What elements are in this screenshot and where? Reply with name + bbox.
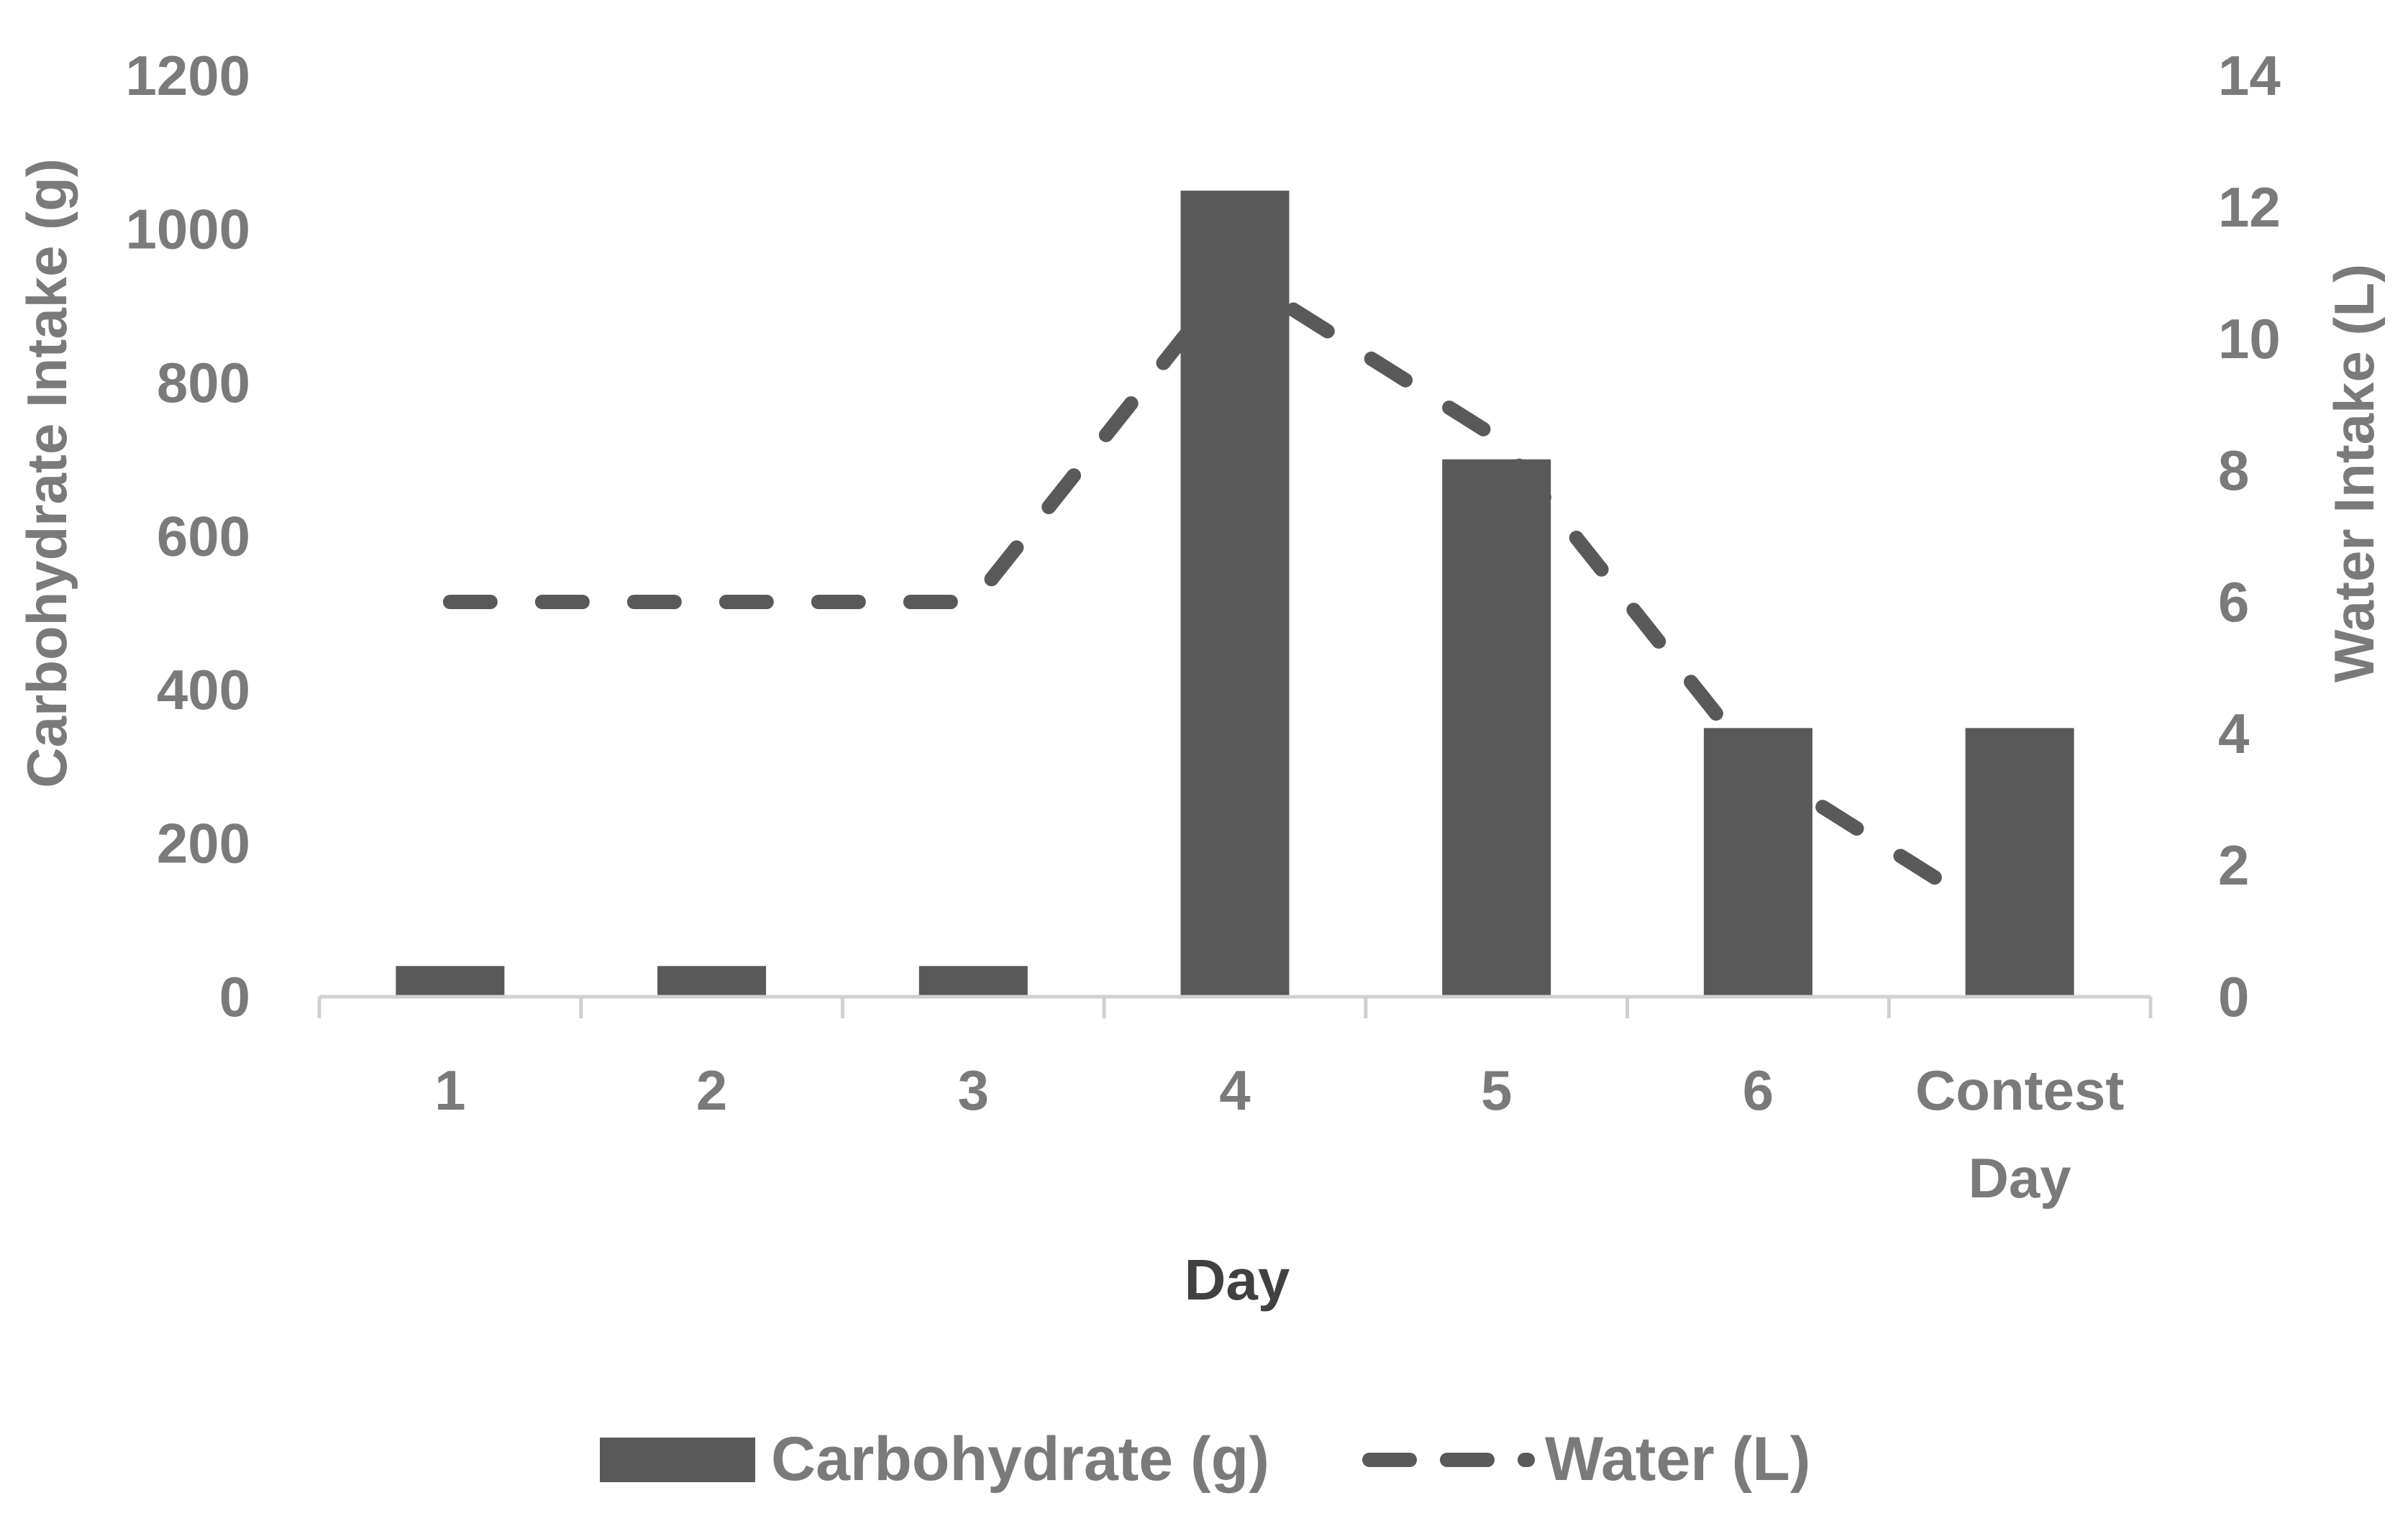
y-tick-label: 200 — [157, 812, 250, 875]
axes-layer — [317, 995, 2153, 1018]
line-layer — [442, 265, 2028, 938]
water-point-5 — [1496, 437, 1497, 438]
x-tick-label: 5 — [1481, 1059, 1512, 1122]
y-tick-label: 400 — [157, 658, 250, 721]
y-tick-label: 1000 — [125, 198, 250, 261]
x-tick-label: 4 — [1219, 1059, 1250, 1122]
legend-bar-swatch — [600, 1438, 755, 1482]
water-point-3 — [972, 601, 974, 603]
y-tick-label: 1200 — [125, 44, 250, 107]
x-tick-label: Day — [1969, 1146, 2071, 1210]
bar-2 — [657, 966, 767, 997]
y2-tick-label: 6 — [2218, 570, 2249, 634]
bar-3 — [918, 966, 1028, 997]
y2-tick-label: 14 — [2218, 44, 2281, 107]
bar-1 — [396, 966, 505, 997]
x-tick-label: Contest — [1915, 1059, 2124, 1122]
y2-tick-label: 4 — [2218, 702, 2249, 765]
bar-7 — [1965, 728, 2074, 997]
bars-layer — [396, 191, 2074, 997]
y2-tick-label: 2 — [2218, 833, 2249, 897]
legend-label-water: Water (L) — [1545, 1425, 1810, 1494]
y2-axis-title: Water Intake (L) — [2322, 264, 2386, 682]
y2-tick-label: 12 — [2218, 175, 2281, 239]
water-line — [442, 265, 2028, 938]
y-tick-label: 800 — [157, 351, 250, 414]
legend-label-carbohydrate: Carbohydrate (g) — [771, 1425, 1269, 1494]
y2-tick-label: 0 — [2218, 965, 2249, 1028]
bar-5 — [1442, 459, 1551, 997]
x-tick-label: 6 — [1743, 1059, 1774, 1122]
x-tick-label: 2 — [696, 1059, 727, 1122]
water-point-2 — [711, 601, 713, 603]
y-axis-title: Carbohydrate Intake (g) — [15, 158, 78, 787]
bar-4 — [1180, 191, 1290, 997]
x-axis-title: Day — [1185, 1248, 1290, 1312]
y2-tick-label: 10 — [2218, 307, 2281, 370]
y2-tick-label: 8 — [2218, 439, 2249, 502]
y-tick-label: 0 — [219, 965, 250, 1028]
x-tick-label: 1 — [434, 1059, 465, 1122]
x-tick-label: 3 — [958, 1059, 989, 1122]
y-tick-label: 600 — [157, 505, 250, 568]
legend: Carbohydrate (g) Water (L) — [600, 1425, 1810, 1494]
